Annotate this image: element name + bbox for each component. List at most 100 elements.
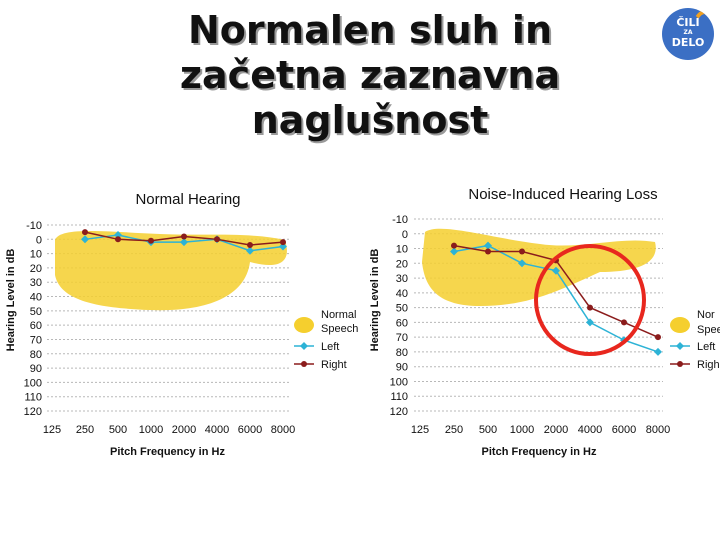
x-tick-label: 2000	[544, 424, 568, 436]
y-tick-label: 120	[390, 406, 408, 418]
legend-speech-swatch	[670, 317, 690, 333]
y-tick-label: 80	[30, 349, 42, 361]
legend-entry: Spee	[697, 324, 720, 336]
data-point-left	[518, 259, 526, 268]
y-tick-label: 50	[396, 303, 408, 315]
y-axis-label: Hearing Level in dB	[369, 249, 381, 352]
y-tick-label: 120	[24, 406, 42, 418]
data-point-right	[621, 319, 627, 326]
legend-entry: Righ	[697, 359, 720, 371]
title-line-3: naglušnost	[251, 98, 489, 142]
data-point-right	[82, 229, 88, 236]
logo-line-1: ČILI	[676, 16, 700, 29]
slide-title: Normalen sluh in začetna zaznavna nagluš…	[120, 8, 620, 143]
chart-2: Noise-Induced Hearing Loss -10 0 10 20 30 40 50…	[369, 186, 720, 458]
y-tick-label: 70	[30, 334, 42, 346]
legend-entry: Speech	[321, 323, 358, 335]
data-point-left	[552, 266, 560, 275]
data-point-right	[280, 239, 286, 246]
y-tick-label: 40	[396, 288, 408, 300]
data-point-right	[247, 242, 253, 249]
x-tick-label: 6000	[612, 424, 636, 436]
x-tick-label: 6000	[238, 424, 262, 436]
data-point-left	[246, 246, 254, 255]
y-tick-label: 30	[30, 277, 42, 289]
legend-right-marker	[301, 361, 307, 367]
y-axis-label: Hearing Level in dB	[5, 249, 17, 352]
data-point-left	[586, 318, 594, 327]
x-tick-label: 4000	[578, 424, 602, 436]
data-point-right	[214, 236, 220, 243]
data-point-right	[485, 248, 491, 255]
y-tick-label: 0	[402, 229, 408, 241]
data-point-right	[148, 237, 154, 244]
logo-ring-icon	[690, 10, 714, 60]
x-axis-label: Pitch Frequency in Hz	[110, 446, 225, 458]
legend: Nor Spee Left Righ	[670, 309, 720, 371]
y-tick-label: 10	[30, 249, 42, 261]
y-tick-label: 50	[30, 306, 42, 318]
data-point-right	[519, 248, 525, 255]
data-point-right	[655, 334, 661, 341]
y-tick-label: 20	[396, 258, 408, 270]
y-tick-label: 10	[396, 244, 408, 256]
y-tick-label: 20	[30, 263, 42, 275]
cili-za-delo-logo: ČILI ZA DELO	[662, 8, 714, 60]
x-axis-label: Pitch Frequency in Hz	[482, 446, 597, 458]
y-tick-label: 60	[396, 317, 408, 329]
title-line-1: Normalen sluh in	[187, 8, 553, 52]
data-point-right	[181, 233, 187, 240]
y-tick-label: -10	[26, 220, 42, 232]
y-tick-label: 90	[396, 362, 408, 374]
x-tick-label: 250	[445, 424, 463, 436]
data-point-left	[81, 235, 89, 244]
x-tick-label: 8000	[646, 424, 670, 436]
x-tick-label: 4000	[205, 424, 229, 436]
legend-entry: Left	[697, 341, 715, 353]
legend-speech-swatch	[294, 317, 314, 333]
chart-1: Normal Hearing -10 0 10 20 30 40 50 60 70 80 90 100 1…	[5, 191, 358, 458]
y-tick-label: 30	[396, 273, 408, 285]
x-tick-label: 125	[43, 424, 61, 436]
y-tick-label: 110	[24, 392, 42, 404]
x-tick-label: 2000	[172, 424, 196, 436]
y-tick-label: 90	[30, 363, 42, 375]
data-point-left	[279, 242, 287, 251]
data-point-right	[115, 236, 121, 243]
data-point-right	[451, 242, 457, 249]
legend-right-marker	[677, 361, 683, 367]
data-point-left	[654, 347, 662, 356]
data-point-left	[484, 241, 492, 250]
logo-line-3: DELO	[671, 36, 705, 49]
title-line-2: začetna zaznavna	[179, 53, 561, 97]
y-tick-label: -10	[392, 214, 408, 226]
y-tick-label: 100	[24, 377, 42, 389]
highlight-circle	[534, 244, 646, 356]
y-tick-label: 40	[30, 292, 42, 304]
y-tick-label: 70	[396, 332, 408, 344]
logo-line-2: ZA	[683, 29, 693, 36]
data-point-right	[587, 304, 593, 311]
y-tick-label: 110	[390, 391, 408, 403]
legend-entry: Right	[321, 359, 347, 371]
data-point-left	[114, 231, 122, 240]
x-tick-label: 125	[411, 424, 429, 436]
x-tick-label: 500	[109, 424, 127, 436]
y-tick-label: 80	[396, 347, 408, 359]
legend-left-marker	[676, 342, 684, 350]
x-tick-label: 1000	[510, 424, 534, 436]
data-point-left	[450, 247, 458, 256]
y-tick-label: 100	[390, 376, 408, 388]
legend-entry: Left	[321, 341, 339, 353]
y-tick-label: 0	[36, 234, 42, 246]
speech-banana-area	[55, 231, 287, 311]
x-tick-label: 250	[76, 424, 94, 436]
legend: Normal Speech Left Right	[294, 309, 358, 371]
chart-title: Noise-Induced Hearing Loss	[468, 186, 657, 203]
x-tick-label: 8000	[271, 424, 295, 436]
legend-left-marker	[300, 342, 308, 350]
x-tick-label: 500	[479, 424, 497, 436]
legend-entry: Normal	[321, 309, 356, 321]
data-point-left	[180, 238, 188, 247]
